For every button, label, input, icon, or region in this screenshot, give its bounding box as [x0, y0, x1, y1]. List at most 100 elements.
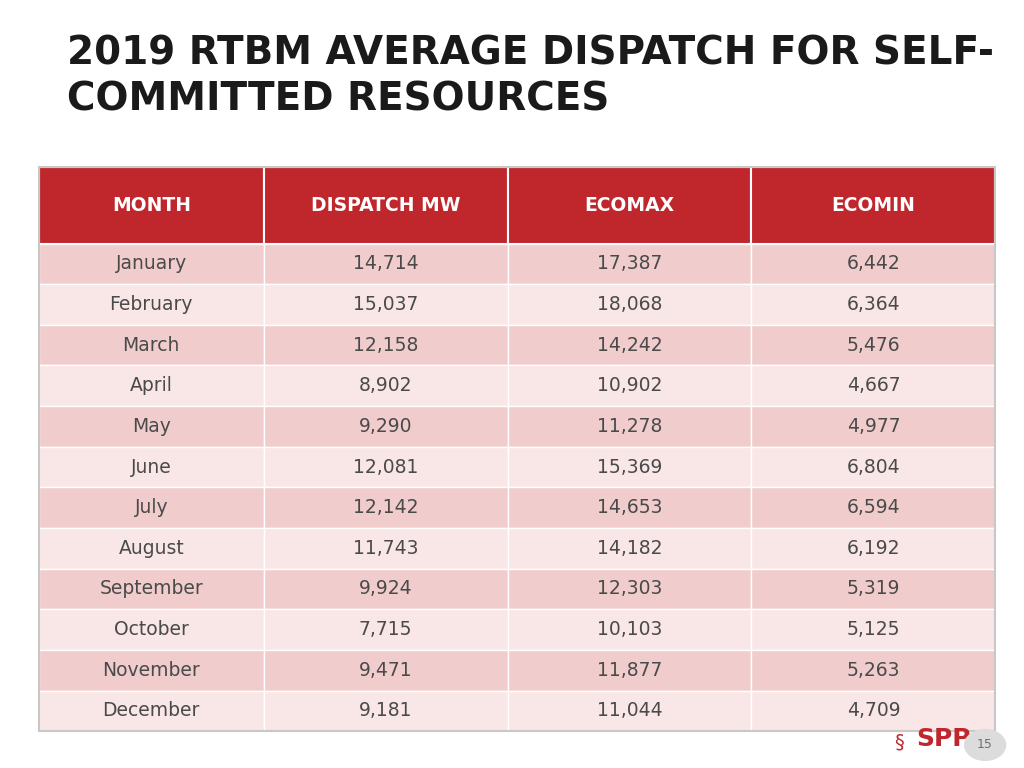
Text: 6,442: 6,442	[847, 254, 900, 273]
Circle shape	[965, 730, 1006, 760]
Bar	[508, 609, 752, 650]
Text: September: September	[99, 579, 203, 598]
Text: February: February	[110, 295, 194, 314]
Bar	[263, 447, 508, 488]
Bar	[752, 650, 995, 690]
Bar	[39, 488, 263, 528]
Text: 7,715: 7,715	[358, 620, 413, 639]
Text: 11,743: 11,743	[353, 539, 419, 558]
Text: 10,103: 10,103	[597, 620, 663, 639]
Text: 12,081: 12,081	[353, 458, 418, 476]
Text: 5,319: 5,319	[847, 579, 900, 598]
Bar	[263, 650, 508, 690]
Bar	[39, 167, 995, 731]
Bar	[263, 528, 508, 568]
Text: 10,902: 10,902	[597, 376, 663, 396]
Bar	[263, 284, 508, 325]
Text: July: July	[134, 498, 168, 517]
Text: November: November	[102, 660, 200, 680]
Bar	[39, 528, 263, 568]
Text: 11,877: 11,877	[597, 660, 663, 680]
Bar	[263, 406, 508, 447]
Text: 4,709: 4,709	[847, 701, 900, 720]
Bar	[508, 243, 752, 284]
Text: COMMITTED RESOURCES: COMMITTED RESOURCES	[67, 81, 609, 118]
Text: 12,142: 12,142	[353, 498, 419, 517]
Text: 9,181: 9,181	[358, 701, 413, 720]
Text: 2019 RTBM AVERAGE DISPATCH FOR SELF-: 2019 RTBM AVERAGE DISPATCH FOR SELF-	[67, 35, 993, 72]
Bar	[39, 325, 263, 366]
Text: 11,278: 11,278	[597, 417, 663, 436]
Bar	[39, 243, 263, 284]
Bar	[508, 488, 752, 528]
Bar	[39, 167, 263, 243]
Bar	[39, 690, 263, 731]
Bar	[39, 609, 263, 650]
Bar	[508, 447, 752, 488]
Text: August: August	[119, 539, 184, 558]
Text: 4,667: 4,667	[847, 376, 900, 396]
Bar	[263, 167, 508, 243]
Text: 14,653: 14,653	[597, 498, 663, 517]
Text: 5,476: 5,476	[847, 336, 900, 355]
Bar	[39, 568, 263, 609]
Bar	[752, 284, 995, 325]
Text: 15,369: 15,369	[597, 458, 663, 476]
Bar	[508, 167, 752, 243]
Text: §: §	[894, 732, 904, 751]
Text: May: May	[132, 417, 171, 436]
Text: 15: 15	[977, 739, 993, 751]
Text: April: April	[130, 376, 173, 396]
Bar	[752, 568, 995, 609]
Text: 17,387: 17,387	[597, 254, 663, 273]
Bar	[752, 406, 995, 447]
Bar	[508, 528, 752, 568]
Text: 6,594: 6,594	[847, 498, 900, 517]
Text: March: March	[123, 336, 180, 355]
Text: 14,714: 14,714	[353, 254, 419, 273]
Bar	[752, 167, 995, 243]
Bar	[752, 488, 995, 528]
Bar	[263, 690, 508, 731]
Text: 5,263: 5,263	[847, 660, 900, 680]
Bar	[39, 284, 263, 325]
Bar	[752, 609, 995, 650]
Text: 12,158: 12,158	[353, 336, 418, 355]
Bar	[508, 650, 752, 690]
Bar	[752, 528, 995, 568]
Text: 14,242: 14,242	[597, 336, 663, 355]
Text: DISPATCH MW: DISPATCH MW	[311, 196, 461, 215]
Text: SPP: SPP	[916, 727, 971, 751]
Text: 9,471: 9,471	[358, 660, 413, 680]
Bar	[508, 406, 752, 447]
Text: 15,037: 15,037	[353, 295, 418, 314]
Text: January: January	[116, 254, 187, 273]
Bar	[752, 243, 995, 284]
Text: 9,290: 9,290	[358, 417, 413, 436]
Bar	[39, 406, 263, 447]
Bar	[263, 325, 508, 366]
Bar	[752, 366, 995, 406]
Text: ECOMIN: ECOMIN	[831, 196, 915, 215]
Bar	[39, 447, 263, 488]
Bar	[752, 447, 995, 488]
Bar	[508, 325, 752, 366]
Bar	[263, 609, 508, 650]
Bar	[39, 366, 263, 406]
Bar	[752, 325, 995, 366]
Text: 14,182: 14,182	[597, 539, 663, 558]
Bar	[508, 690, 752, 731]
Bar	[508, 568, 752, 609]
Bar	[263, 243, 508, 284]
Bar	[263, 488, 508, 528]
Text: 18,068: 18,068	[597, 295, 663, 314]
Bar	[263, 568, 508, 609]
Text: ECOMAX: ECOMAX	[585, 196, 675, 215]
Text: 12,303: 12,303	[597, 579, 663, 598]
Text: 6,192: 6,192	[847, 539, 900, 558]
Bar	[39, 650, 263, 690]
Text: 9,924: 9,924	[358, 579, 413, 598]
Bar	[752, 690, 995, 731]
Text: December: December	[102, 701, 200, 720]
Text: 6,804: 6,804	[847, 458, 900, 476]
